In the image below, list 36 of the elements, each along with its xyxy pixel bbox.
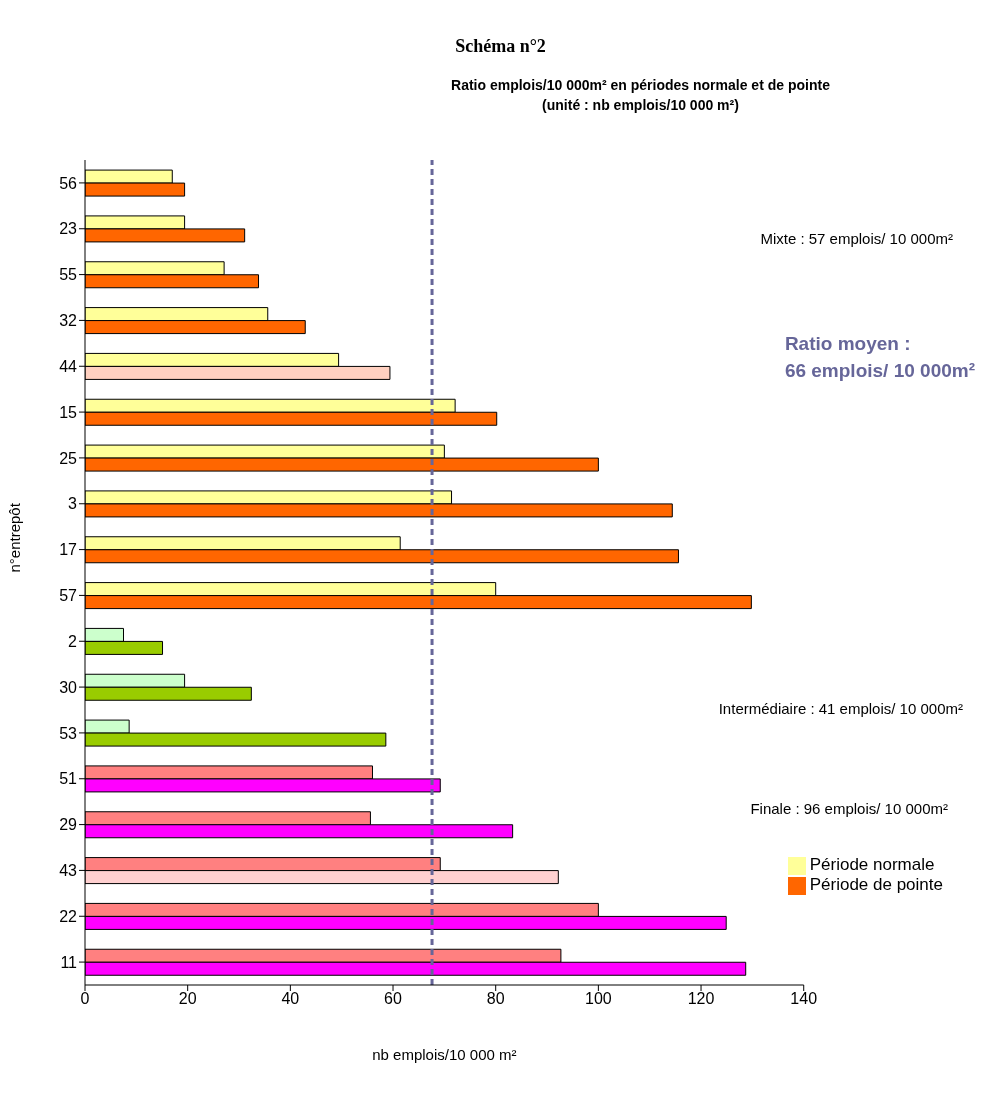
annotation: Finale : 96 emplois/ 10 000m² [750, 800, 948, 817]
legend-label: Période de pointe [809, 875, 943, 894]
annotation: Mixte : 57 emplois/ 10 000m² [760, 230, 953, 247]
legend-label: Période normale [809, 855, 935, 874]
y-tick-label: 3 [68, 495, 78, 513]
y-tick-label: 15 [59, 403, 78, 421]
y-tick-label: 22 [59, 907, 78, 925]
y-tick-label: 17 [59, 541, 78, 559]
y-tick-label: 11 [60, 953, 78, 971]
x-tick-label: 0 [80, 990, 90, 1008]
y-tick-label: 2 [68, 632, 78, 650]
y-tick-label: 43 [59, 862, 78, 880]
x-tick-label: 60 [384, 990, 403, 1008]
y-tick-label: 32 [59, 312, 78, 330]
y-tick-label: 53 [59, 724, 78, 742]
annotation: Intermédiaire : 41 emplois/ 10 000m² [718, 700, 963, 717]
x-tick-label: 80 [486, 990, 505, 1008]
y-tick-label: 57 [59, 587, 78, 605]
y-tick-label: 25 [59, 449, 78, 467]
x-axis-title: nb emplois/10 000 m² [372, 1045, 517, 1063]
y-tick-label: 30 [59, 678, 78, 696]
x-tick-label: 20 [178, 990, 197, 1008]
y-tick-label: 44 [59, 357, 78, 375]
y-tick-label: 23 [59, 220, 78, 238]
x-tick-label: 140 [790, 990, 818, 1008]
y-axis-title: n°entrepôt [6, 502, 24, 573]
chart-title: Schéma n°2 [454, 35, 547, 57]
x-tick-label: 100 [585, 990, 612, 1008]
y-tick-label: 51 [59, 770, 78, 788]
y-tick-label: 55 [59, 266, 78, 284]
annotation: Ratio moyen : 66 emplois/ 10 000m² [784, 332, 975, 383]
x-tick-label: 40 [281, 990, 300, 1008]
chart-subtitle: Ratio emplois/10 000m² en périodes normale et de pointe (unité : nb emplois/10 000 m²) [450, 76, 831, 115]
x-tick-label: 120 [687, 990, 715, 1008]
y-tick-label: 56 [59, 174, 78, 192]
y-tick-label: 29 [59, 816, 78, 834]
